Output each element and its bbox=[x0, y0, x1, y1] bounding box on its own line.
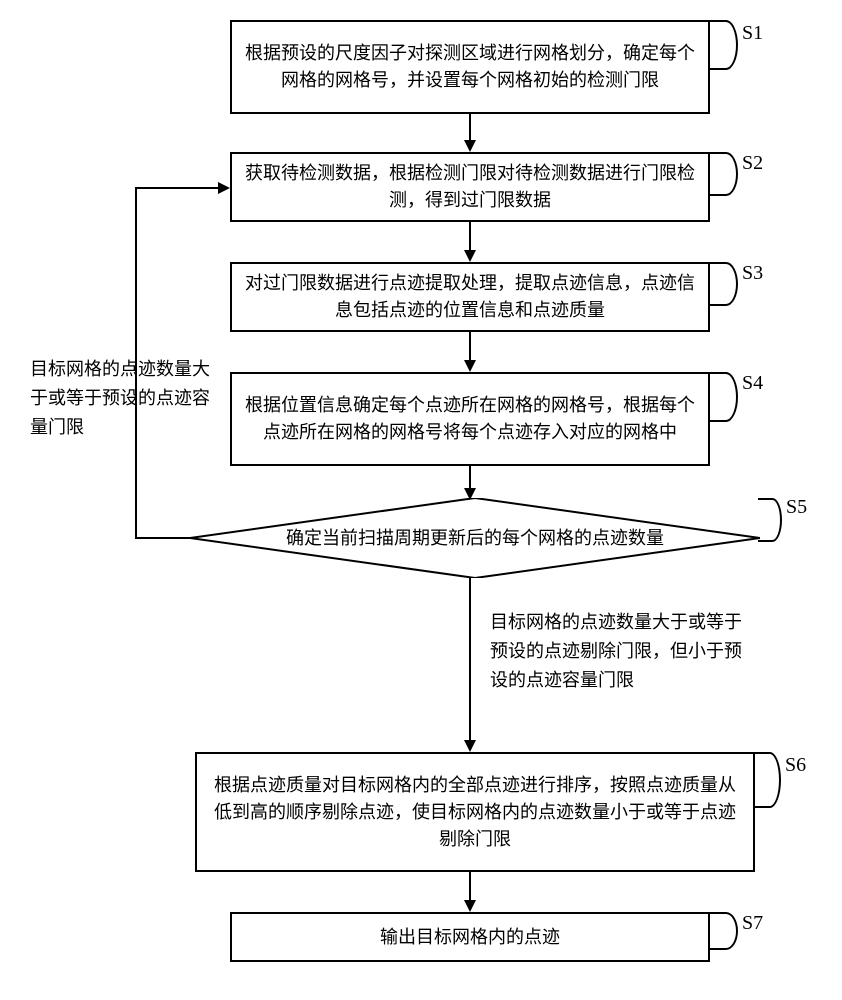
step-s3-label: S3 bbox=[742, 262, 763, 285]
step-s6: 根据点迹质量对目标网格内的全部点迹进行排序，按照点迹质量从低到高的顺序剔除点迹，… bbox=[195, 752, 755, 872]
arrow-s5-s6-head bbox=[464, 740, 476, 752]
step-s1-text: 根据预设的尺度因子对探测区域进行网格划分，确定每个网格的网格号，并设置每个网格初… bbox=[242, 40, 698, 94]
s4-label-curve bbox=[708, 372, 738, 422]
branch-condition-text: 目标网格的点迹数量大于或等于预设的点迹剔除门限，但小于预设的点迹容量门限 bbox=[490, 608, 750, 694]
step-s7-label: S7 bbox=[742, 912, 763, 935]
step-s5-diamond: 确定当前扫描周期更新后的每个网格的点迹数量 bbox=[190, 498, 760, 578]
arrow-s2-s3-head bbox=[464, 250, 476, 262]
loop-condition-text: 目标网格的点迹数量大于或等于预设的点迹容量门限 bbox=[30, 355, 220, 441]
step-s7: 输出目标网格内的点迹 bbox=[230, 912, 710, 962]
step-s7-text: 输出目标网格内的点迹 bbox=[380, 924, 560, 951]
step-s4-label: S4 bbox=[742, 372, 763, 395]
s1-label-curve bbox=[708, 20, 738, 70]
step-s3: 对过门限数据进行点迹提取处理，提取点迹信息，点迹信息包括点迹的位置信息和点迹质量 bbox=[230, 262, 710, 332]
arrow-s2-s3 bbox=[469, 222, 471, 252]
s7-label-curve bbox=[708, 912, 738, 950]
step-s4: 根据位置信息确定每个点迹所在网格的网格号，根据每个点迹所在网格的网格号将每个点迹… bbox=[230, 372, 710, 466]
s3-label-curve bbox=[708, 262, 738, 306]
loop-horizontal-top bbox=[135, 187, 220, 189]
step-s2-text: 获取待检测数据，根据检测门限对待检测数据进行门限检测，得到过门限数据 bbox=[242, 160, 698, 214]
arrow-s1-s2-head bbox=[464, 140, 476, 152]
s2-label-curve bbox=[708, 152, 738, 196]
arrow-s6-s7-head bbox=[464, 900, 476, 912]
flowchart-container: 根据预设的尺度因子对探测区域进行网格划分，确定每个网格的网格号，并设置每个网格初… bbox=[0, 0, 842, 1000]
step-s6-text: 根据点迹质量对目标网格内的全部点迹进行排序，按照点迹质量从低到高的顺序剔除点迹，… bbox=[207, 772, 743, 853]
step-s5-label: S5 bbox=[786, 496, 807, 519]
s5-label-curve bbox=[758, 498, 782, 542]
s6-label-curve bbox=[753, 752, 781, 808]
step-s3-text: 对过门限数据进行点迹提取处理，提取点迹信息，点迹信息包括点迹的位置信息和点迹质量 bbox=[242, 270, 698, 324]
arrow-s1-s2 bbox=[469, 114, 471, 142]
step-s1: 根据预设的尺度因子对探测区域进行网格划分，确定每个网格的网格号，并设置每个网格初… bbox=[230, 20, 710, 114]
loop-arrow-head bbox=[218, 182, 230, 194]
arrow-s3-s4 bbox=[469, 332, 471, 362]
step-s1-label: S1 bbox=[742, 22, 763, 45]
branch-condition-label: 目标网格的点迹数量大于或等于预设的点迹剔除门限，但小于预设的点迹容量门限 bbox=[490, 612, 742, 690]
step-s2-label: S2 bbox=[742, 152, 763, 175]
arrow-s6-s7 bbox=[469, 872, 471, 902]
arrow-s5-s6 bbox=[469, 578, 471, 742]
step-s5-text: 确定当前扫描周期更新后的每个网格的点迹数量 bbox=[286, 525, 664, 552]
step-s2: 获取待检测数据，根据检测门限对待检测数据进行门限检测，得到过门限数据 bbox=[230, 152, 710, 222]
loop-condition-label: 目标网格的点迹数量大于或等于预设的点迹容量门限 bbox=[30, 359, 210, 437]
arrow-s3-s4-head bbox=[464, 360, 476, 372]
step-s4-text: 根据位置信息确定每个点迹所在网格的网格号，根据每个点迹所在网格的网格号将每个点迹… bbox=[242, 392, 698, 446]
loop-horizontal-bottom bbox=[135, 537, 190, 539]
step-s6-label: S6 bbox=[785, 754, 806, 777]
arrow-s4-s5 bbox=[469, 466, 471, 490]
